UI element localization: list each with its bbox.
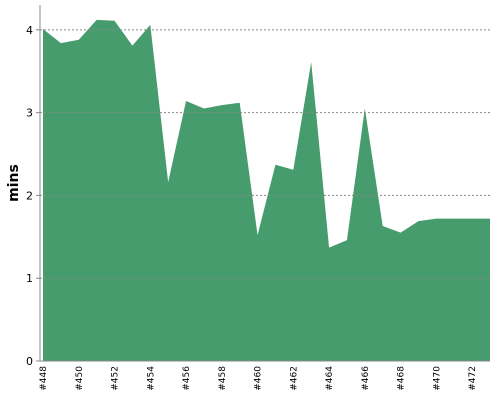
y-tick-label: 2 — [26, 189, 33, 202]
y-axis-label: mins — [6, 164, 22, 202]
x-tick-label: #462 — [289, 366, 299, 391]
x-tick-label: #456 — [182, 366, 192, 391]
x-tick-label: #468 — [397, 366, 407, 391]
y-tick-label: 0 — [26, 355, 33, 368]
x-tick-label: #452 — [111, 366, 121, 391]
x-tick-label: #472 — [468, 366, 478, 391]
x-tick-label: #458 — [218, 366, 228, 391]
y-tick-label: 3 — [26, 107, 33, 120]
x-tick-label: #466 — [361, 366, 371, 391]
y-tick-label: 4 — [26, 24, 33, 37]
x-tick-label: #460 — [254, 366, 264, 391]
x-tick-label: #450 — [75, 366, 85, 391]
x-tick-label: #454 — [146, 366, 156, 391]
x-tick-label: #448 — [39, 366, 49, 391]
y-tick-label: 1 — [26, 272, 33, 285]
x-tick-label: #464 — [325, 366, 335, 391]
x-tick-label: #470 — [432, 366, 442, 391]
area — [43, 19, 490, 362]
